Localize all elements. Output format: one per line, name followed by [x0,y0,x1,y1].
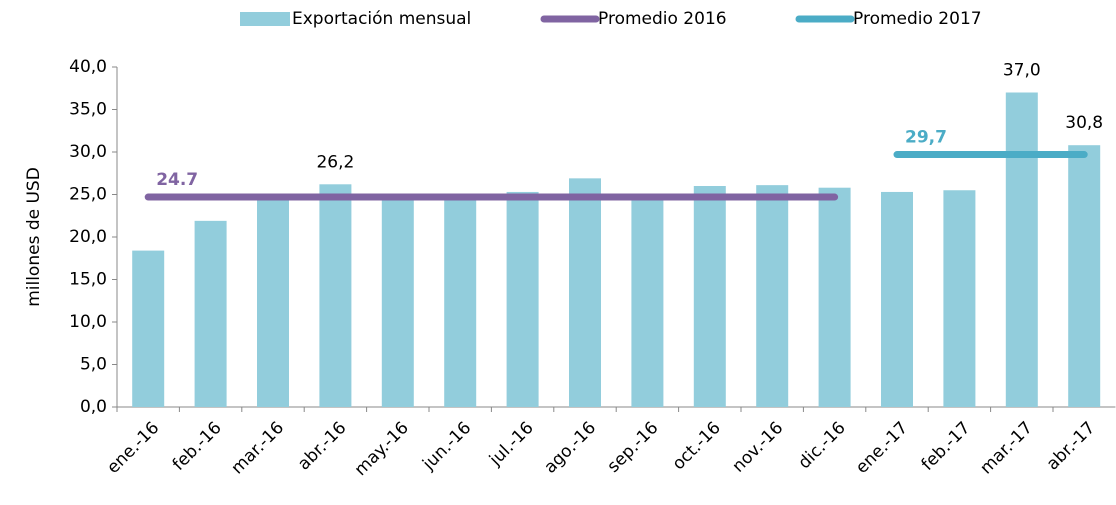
bar [818,187,851,407]
bar [569,178,601,407]
x-tick-label: feb.-16 [169,418,226,475]
x-tick-label: mar.-16 [228,418,289,479]
bar [444,198,477,407]
bar [194,220,227,407]
y-tick-label: 40,0 [69,57,107,77]
x-tick-label: sep.-16 [604,418,663,477]
bar [257,198,289,407]
bar [319,184,352,407]
x-tick-label: mar.-17 [976,418,1037,479]
data-label: 30,8 [1065,113,1103,133]
data-label: 26,2 [316,152,354,172]
x-tick-label: may.-16 [351,418,413,480]
x-tick-label: nov.-16 [729,418,788,477]
y-tick-label: 30,0 [69,142,107,162]
x-tick-label: oct.-16 [669,418,725,474]
bar [693,186,726,407]
y-tick-label: 20,0 [69,227,107,247]
x-tick-label: jun.-16 [418,418,475,475]
x-tick-label: feb.-17 [918,418,975,475]
y-tick-label: 15,0 [69,270,107,290]
y-tick-label: 25,0 [69,185,107,205]
bar [881,191,913,407]
average-label: 24.7 [156,170,198,190]
legend-label: Promedio 2016 [598,9,727,29]
bar [506,191,539,407]
x-tick-label: ago.-16 [540,418,600,478]
legend-swatch [240,12,290,26]
bar [381,197,414,407]
bar [132,250,165,407]
y-tick-label: 10,0 [69,312,107,332]
y-tick-label: 35,0 [69,100,107,120]
bar [756,185,789,407]
average-label: 29,7 [905,128,947,148]
y-tick-label: 0,0 [80,397,107,417]
x-tick-label: ene.-16 [103,418,163,478]
x-tick-label: abr.-16 [294,418,350,474]
x-tick-label: ene.-17 [852,418,912,478]
legend-label: Promedio 2017 [853,9,982,29]
data-label: 37,0 [1003,61,1041,81]
bar [943,190,976,407]
y-axis-label: millones de USD [24,167,44,307]
bar [1068,145,1101,407]
bar [631,197,664,407]
legend-label: Exportación mensual [292,9,471,29]
bar [1005,92,1038,407]
x-tick-label: dic.-16 [794,418,849,473]
y-tick-label: 5,0 [80,355,107,375]
x-tick-label: abr.-17 [1043,418,1099,474]
x-tick-label: jul.-16 [485,418,538,471]
